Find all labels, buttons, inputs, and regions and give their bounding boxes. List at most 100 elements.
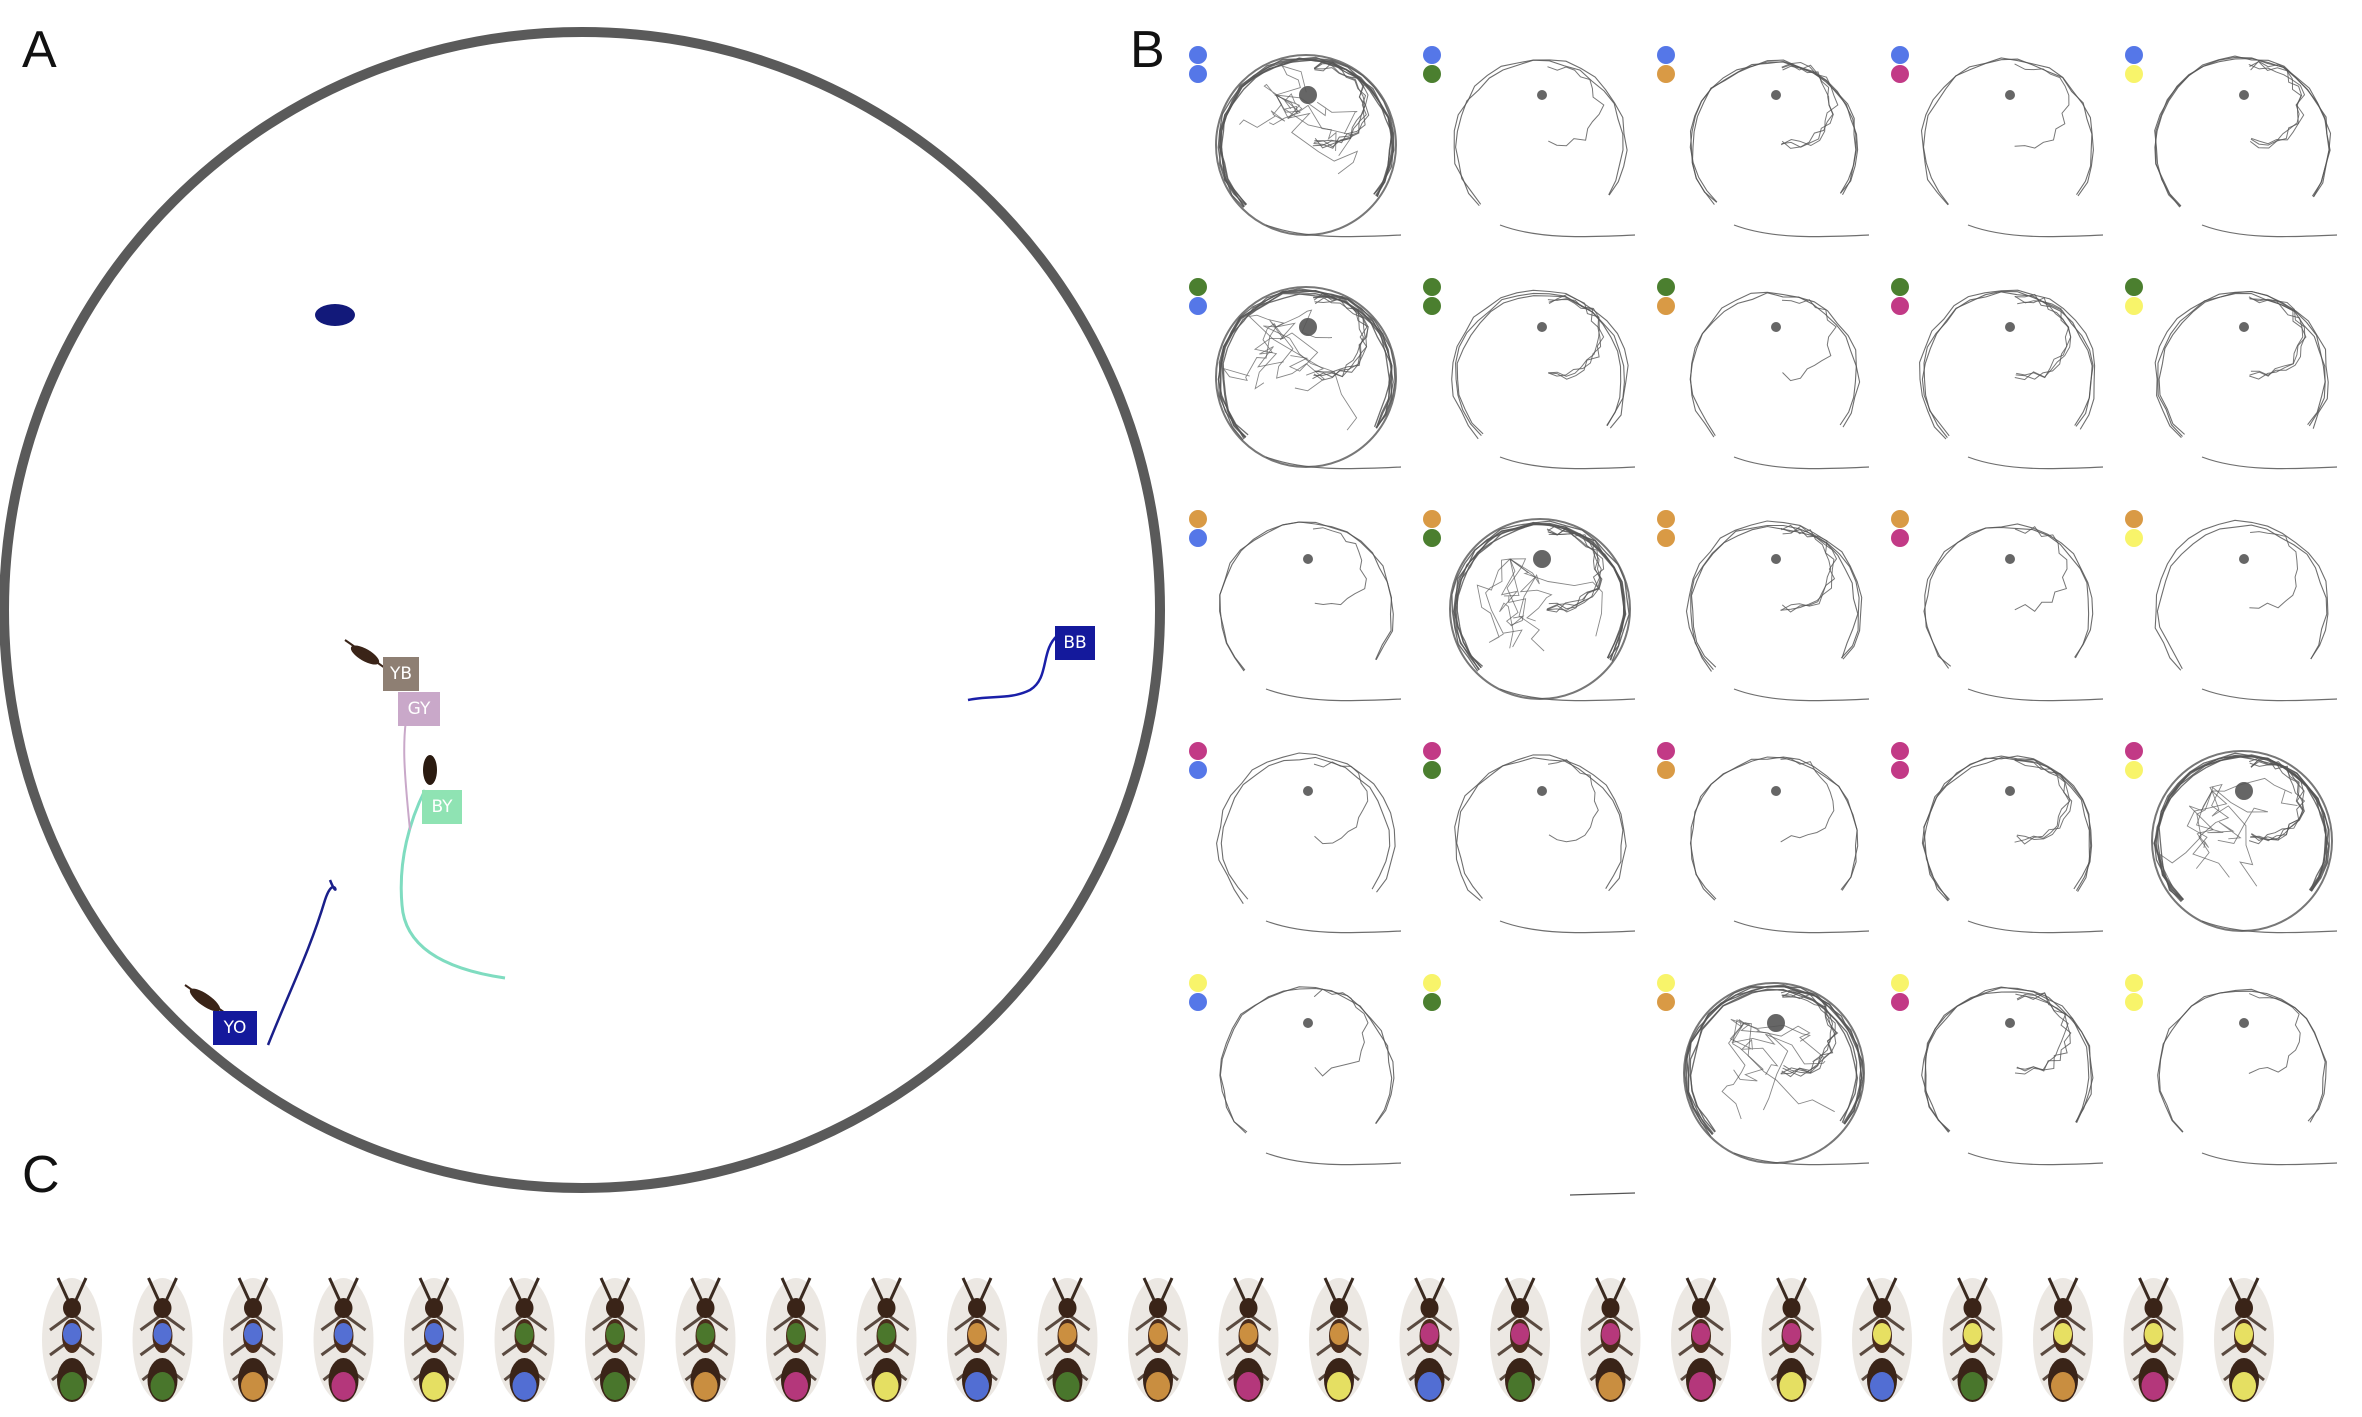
grid-cell-yellow-blue: [1189, 974, 1402, 1166]
grid-cell-yellow-green: [1423, 974, 1636, 1196]
arena-panel: [0, 27, 1165, 1193]
arena-tag-bb: BB: [1055, 626, 1095, 660]
grid-cell-magenta-green: [1423, 742, 1636, 934]
row-color-dot: [2125, 974, 2143, 992]
grid-cell-orange-magenta: [1891, 510, 2104, 702]
trajectory-trace: [1219, 521, 1402, 702]
trajectory-trace: [1921, 986, 2104, 1166]
row-color-dot: [2125, 742, 2143, 760]
row-color-dot: [1423, 742, 1441, 760]
nest-cluster: [2005, 1018, 2015, 1028]
nest-cluster: [2239, 1018, 2249, 1028]
ant-image-magenta-yellow: [1761, 1277, 1822, 1402]
col-color-dot: [1423, 529, 1441, 547]
col-color-dot: [2125, 761, 2143, 779]
grid-cell-orange-blue: [1189, 510, 1402, 702]
arena-tag-yo: YO: [213, 1011, 257, 1045]
ant-image-green-orange: [675, 1277, 736, 1402]
nest-cluster: [1303, 1018, 1313, 1028]
col-color-dot: [1891, 761, 1909, 779]
ant-yb: [344, 639, 386, 669]
nest-cluster: [2005, 786, 2015, 796]
row-color-dot: [1657, 742, 1675, 760]
arena-tag-yb: YB: [383, 657, 419, 691]
row-color-dot: [1189, 278, 1207, 296]
trajectory-trace: [1921, 755, 2104, 934]
nest-cluster: [1299, 86, 1317, 104]
grid-cell-blue-blue: [1189, 46, 1402, 238]
trajectory-trace: [2154, 519, 2338, 702]
col-color-dot: [1657, 297, 1675, 315]
row-color-dot: [1423, 278, 1441, 296]
row-color-dot: [1891, 974, 1909, 992]
col-color-dot: [1657, 529, 1675, 547]
grid-cell-magenta-blue: [1189, 742, 1402, 934]
panel-label-a: A: [22, 21, 57, 79]
col-color-dot: [1189, 65, 1207, 83]
grid-cell-orange-yellow: [2125, 510, 2338, 702]
ant-image-magenta-green: [1490, 1277, 1550, 1402]
trajectory-trace: [1219, 986, 1402, 1166]
ant-image-green-green: [585, 1277, 645, 1402]
trajectory-trace: [2157, 988, 2338, 1166]
col-color-dot: [2125, 993, 2143, 1011]
trajectory-trace: [1454, 754, 1636, 934]
ant-image-blue-magenta: [313, 1277, 374, 1402]
nest-cluster: [1537, 786, 1547, 796]
nest-cluster: [1767, 1014, 1785, 1032]
ant-cluster-blue: [315, 304, 355, 326]
trajectory-trace: [1689, 59, 1870, 238]
ant-image-blue-green: [132, 1277, 193, 1402]
row-color-dot: [1423, 46, 1441, 64]
trajectory-trace: [1919, 289, 2104, 470]
row-color-dot: [1189, 974, 1207, 992]
col-color-dot: [1423, 993, 1441, 1011]
trajectory-trace: [1449, 518, 1636, 702]
ant-image-yellow-yellow: [2214, 1277, 2274, 1402]
grid-cell-yellow-orange: [1657, 974, 1870, 1166]
ant-image-magenta-blue: [1399, 1277, 1460, 1402]
grid-cell-magenta-magenta: [1891, 742, 2104, 934]
trajectory-trace: [2151, 750, 2338, 934]
trajectory-by: [399, 789, 506, 980]
ant-image-orange-green: [1037, 1277, 1098, 1402]
row-color-dot: [1657, 510, 1675, 528]
nest-cluster: [1771, 554, 1781, 564]
nest-cluster: [1771, 90, 1781, 100]
nest-cluster: [2005, 90, 2015, 100]
col-color-dot: [1423, 65, 1441, 83]
ant-image-green-magenta: [766, 1277, 826, 1402]
ant-image-magenta-orange: [1580, 1277, 1641, 1402]
nest-cluster: [2239, 322, 2249, 332]
nest-cluster: [2235, 782, 2253, 800]
col-color-dot: [1891, 297, 1909, 315]
grid-cell-magenta-yellow: [2125, 742, 2338, 934]
panel-label-b: B: [1130, 21, 1165, 79]
trajectory-trace: [2154, 55, 2338, 238]
ant-yo: [184, 984, 229, 1016]
col-color-dot: [2125, 529, 2143, 547]
grid-cell-yellow-magenta: [1891, 974, 2104, 1166]
row-color-dot: [1423, 974, 1441, 992]
nest-cluster: [1299, 318, 1317, 336]
arena-tag-gy: GY: [398, 692, 440, 726]
nest-cluster: [1303, 786, 1313, 796]
row-color-dot: [1423, 510, 1441, 528]
row-color-dot: [1891, 742, 1909, 760]
grid-cell-orange-orange: [1657, 510, 1870, 702]
row-color-dot: [1891, 510, 1909, 528]
col-color-dot: [1891, 65, 1909, 83]
trajectory-trace: [1451, 289, 1636, 470]
ant-image-blue-green: [42, 1277, 102, 1402]
grid-cell-magenta-orange: [1657, 742, 1870, 934]
trajectory-bb: [967, 634, 1059, 702]
nest-cluster: [1771, 786, 1781, 796]
ant-image-strip: [42, 1277, 2274, 1402]
ant-image-green-yellow: [856, 1277, 917, 1402]
ant-image-green-blue: [494, 1277, 555, 1402]
row-color-dot: [1189, 46, 1207, 64]
trajectory-trace: [1920, 57, 2104, 238]
row-color-dot: [1657, 46, 1675, 64]
trajectory-yo: [266, 879, 337, 1046]
